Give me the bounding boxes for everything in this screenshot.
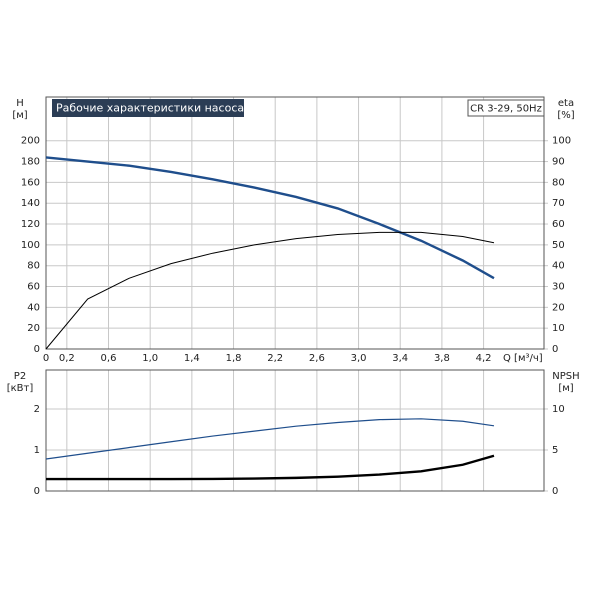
y-tick-label: 140 <box>21 198 40 209</box>
x-tick-label: 3,4 <box>392 353 408 364</box>
plot-frame <box>45 369 545 492</box>
y2-tick-label: 70 <box>552 198 565 209</box>
y2-tick-label: 10 <box>552 323 565 334</box>
x-tick-label: 3,8 <box>434 353 450 364</box>
y-tick-label: 100 <box>21 240 40 251</box>
y2-tick-label: 80 <box>552 177 565 188</box>
x-tick-label: 0,2 <box>59 353 75 364</box>
y2-tick-label: 20 <box>552 302 565 313</box>
curve <box>45 156 495 280</box>
y-axis-unit: [кВт] <box>7 383 34 394</box>
plot-frame <box>45 96 545 350</box>
y2-tick-label: 0 <box>552 486 558 497</box>
x-tick-label: 1,0 <box>142 353 158 364</box>
x-tick-label: 2,6 <box>309 353 325 364</box>
x-axis-label: Q [м³/ч] <box>503 353 543 364</box>
y2-tick-label: 60 <box>552 219 565 230</box>
y2-tick-label: 10 <box>552 404 565 415</box>
y-tick-label: 200 <box>21 136 40 147</box>
y-tick-label: 40 <box>27 302 40 313</box>
title-box <box>52 99 244 117</box>
y-axis-label: H <box>16 98 24 109</box>
y2-tick-label: 50 <box>552 240 565 251</box>
y-tick-label: 20 <box>27 323 40 334</box>
y-tick-label: 180 <box>21 157 40 168</box>
y2-tick-label: 5 <box>552 445 558 456</box>
y2-axis-label: NPSH <box>552 371 579 382</box>
y2-tick-label: 90 <box>552 157 565 168</box>
y-tick-label: 80 <box>27 261 40 272</box>
y-tick-label: 0 <box>34 344 40 355</box>
annotation: CR 3-29, 50Hz <box>470 104 542 115</box>
y-axis-unit: [м] <box>12 110 27 121</box>
y2-tick-label: 30 <box>552 282 565 293</box>
x-tick-label: 0 <box>43 353 49 364</box>
curve <box>45 418 495 460</box>
y-axis-label: P2 <box>14 371 26 382</box>
chart-title: Рабочие характеристики насоса <box>56 102 244 115</box>
y2-tick-label: 0 <box>552 344 558 355</box>
y2-tick-label: 40 <box>552 261 565 272</box>
x-tick-label: 0,6 <box>101 353 117 364</box>
curve <box>45 231 495 350</box>
x-tick-label: 1,8 <box>226 353 242 364</box>
y-tick-label: 2 <box>34 404 40 415</box>
y-tick-label: 0 <box>34 486 40 497</box>
y-tick-label: 1 <box>34 445 40 456</box>
y-tick-label: 160 <box>21 177 40 188</box>
x-tick-label: 3,0 <box>351 353 367 364</box>
y2-tick-label: 100 <box>552 136 571 147</box>
x-tick-label: 1,4 <box>184 353 200 364</box>
x-tick-label: 2,2 <box>267 353 283 364</box>
y-tick-label: 60 <box>27 282 40 293</box>
y2-axis-label: eta <box>558 98 574 109</box>
y2-axis-unit: [%] <box>557 110 574 121</box>
x-tick-label: 4,2 <box>476 353 492 364</box>
y2-axis-unit: [м] <box>558 383 573 394</box>
y-tick-label: 120 <box>21 219 40 230</box>
curve <box>46 454 495 481</box>
annotation-box <box>467 99 545 117</box>
